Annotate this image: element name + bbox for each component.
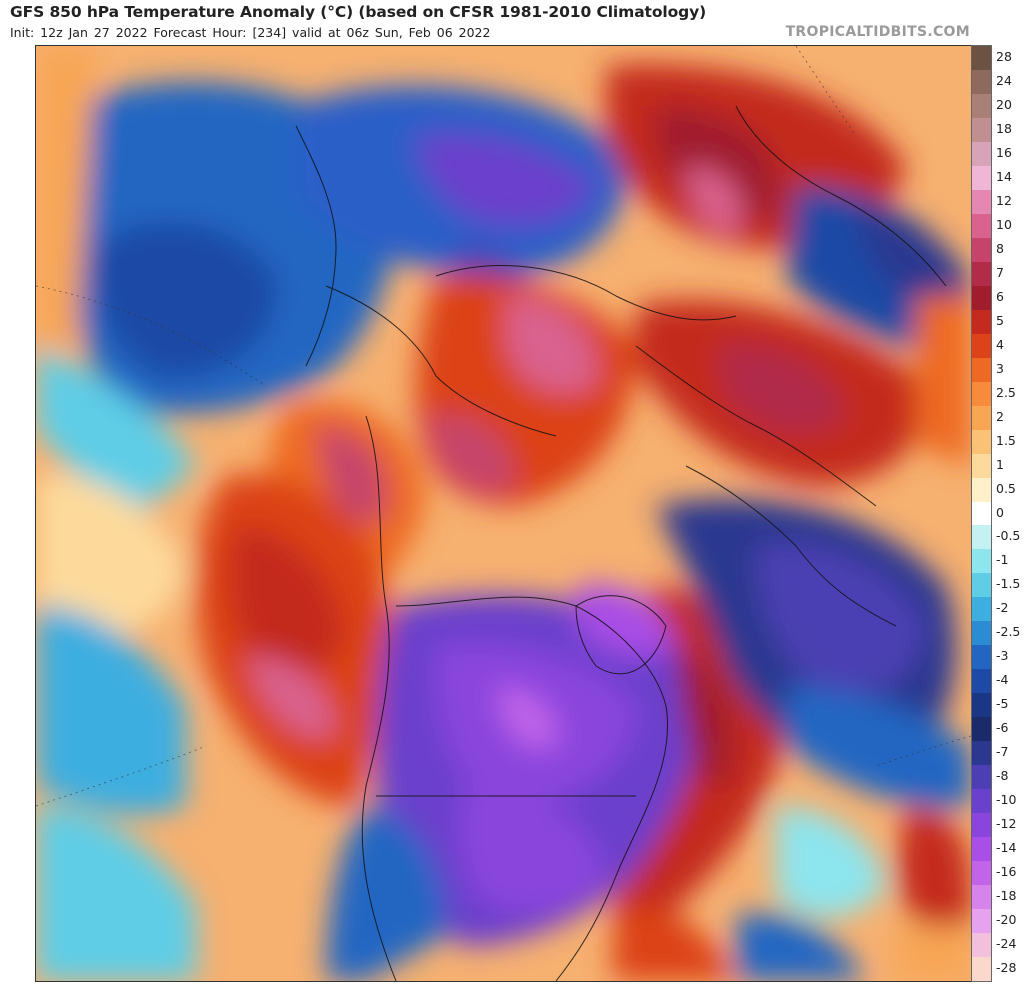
colorbar-tick-label: -28 (996, 960, 1017, 975)
map-title: GFS 850 hPa Temperature Anomaly (°C) (ba… (10, 3, 707, 21)
colorbar-segment (972, 933, 991, 958)
forecast-info: Init: 12z Jan 27 2022 Forecast Hour: [23… (10, 25, 491, 40)
colorbar-tick-label: 0.5 (996, 480, 1016, 496)
colorbar-segment (972, 93, 991, 119)
colorbar-segment (972, 141, 991, 167)
colorbar-segment (972, 885, 991, 910)
colorbar-tick-label: 3 (996, 360, 1004, 376)
colorbar-tick-label: -1.5 (996, 576, 1021, 592)
colorbar-tick-label: -0.5 (996, 528, 1021, 544)
colorbar-segment (972, 621, 991, 646)
colorbar-segment (972, 285, 991, 311)
colorbar-tick-label: -10 (996, 792, 1017, 808)
colorbar-tick-label: -5 (996, 696, 1009, 712)
colorbar-tick-label: -2 (996, 600, 1009, 616)
colorbar-tick-label: -3 (996, 648, 1009, 664)
colorbar-tick-label: 6 (996, 288, 1004, 304)
colorbar-tick-label: -2.5 (996, 624, 1021, 640)
latitude-lines (36, 46, 971, 807)
colorbar-segment (972, 813, 991, 838)
colorbar-segment (972, 46, 991, 71)
colorbar-tick-label: -8 (996, 768, 1009, 784)
colorbar-segment (972, 717, 991, 742)
colorbar-segment (972, 189, 991, 215)
colorbar-segment (972, 357, 991, 383)
colorbar-segment (972, 693, 991, 718)
colorbar-tick-label: 10 (996, 216, 1012, 232)
colorbar-segment (972, 573, 991, 598)
colorbar-segment (972, 909, 991, 934)
colorbar-segment (972, 549, 991, 574)
colorbar-tick-label: -24 (996, 936, 1017, 952)
colorbar-segment (972, 501, 991, 526)
colorbar-segment (972, 765, 991, 790)
colorbar-tick-label: 2 (996, 408, 1004, 424)
colorbar-segment (972, 405, 991, 431)
colorbar-tick-label: 4 (996, 336, 1004, 352)
colorbar-tick-label: 2.5 (996, 384, 1016, 400)
colorbar-tick-label: -20 (996, 912, 1017, 928)
coastlines (295, 105, 947, 981)
colorbar-segment (972, 645, 991, 670)
colorbar-segment (972, 165, 991, 191)
anomaly-map (35, 45, 972, 982)
colorbar-tick-label: 12 (996, 192, 1012, 208)
colorbar-segment (972, 861, 991, 886)
site-brand: TROPICALTIDBITS.COM (785, 24, 970, 40)
colorbar-segment (972, 597, 991, 622)
colorbar-tick-label: 1.5 (996, 432, 1016, 448)
colorbar-tick-label: 20 (996, 96, 1012, 112)
colorbar-segment (972, 117, 991, 143)
colorbar-tick-label: -16 (996, 864, 1017, 880)
colorbar-segment (972, 837, 991, 862)
colorbar-segment (972, 477, 991, 502)
colorbar-segment (972, 213, 991, 239)
colorbar-segment (972, 741, 991, 766)
colorbar-segment (972, 669, 991, 694)
colorbar-segment (972, 525, 991, 550)
colorbar-segment (972, 237, 991, 263)
colorbar-tick-label: 0 (996, 504, 1004, 520)
colorbar-tick-label: -7 (996, 744, 1009, 760)
colorbar-tick-label: -4 (996, 672, 1009, 688)
colorbar-tick-label: 28 (996, 48, 1012, 64)
colorbar-segment (972, 453, 991, 479)
colorbar-segment (972, 261, 991, 287)
colorbar-tick-label: 16 (996, 144, 1012, 160)
colorbar-tick-label: 24 (996, 72, 1012, 88)
colorbar-segment (972, 69, 991, 95)
colorbar-tick-label: -6 (996, 720, 1009, 736)
colorbar-tick-label: 8 (996, 240, 1004, 256)
colorbar-tick-label: -12 (996, 816, 1017, 832)
colorbar-segment (972, 789, 991, 814)
colorbar-segment (972, 333, 991, 359)
colorbar-tick-label: 1 (996, 456, 1004, 472)
colorbar-segment (972, 309, 991, 335)
colorbar-legend (971, 45, 992, 982)
colorbar-tick-label: 7 (996, 264, 1004, 280)
colorbar-tick-label: 5 (996, 312, 1004, 328)
colorbar-tick-label: -14 (996, 840, 1017, 856)
colorbar-tick-label: 18 (996, 120, 1012, 136)
colorbar-tick-label: -18 (996, 888, 1017, 904)
colorbar-segment (972, 957, 991, 982)
colorbar-tick-label: -1 (996, 552, 1009, 568)
colorbar-segment (972, 429, 991, 455)
anomaly-field (36, 46, 971, 981)
colorbar-segment (972, 381, 991, 407)
colorbar-tick-label: 14 (996, 168, 1012, 184)
